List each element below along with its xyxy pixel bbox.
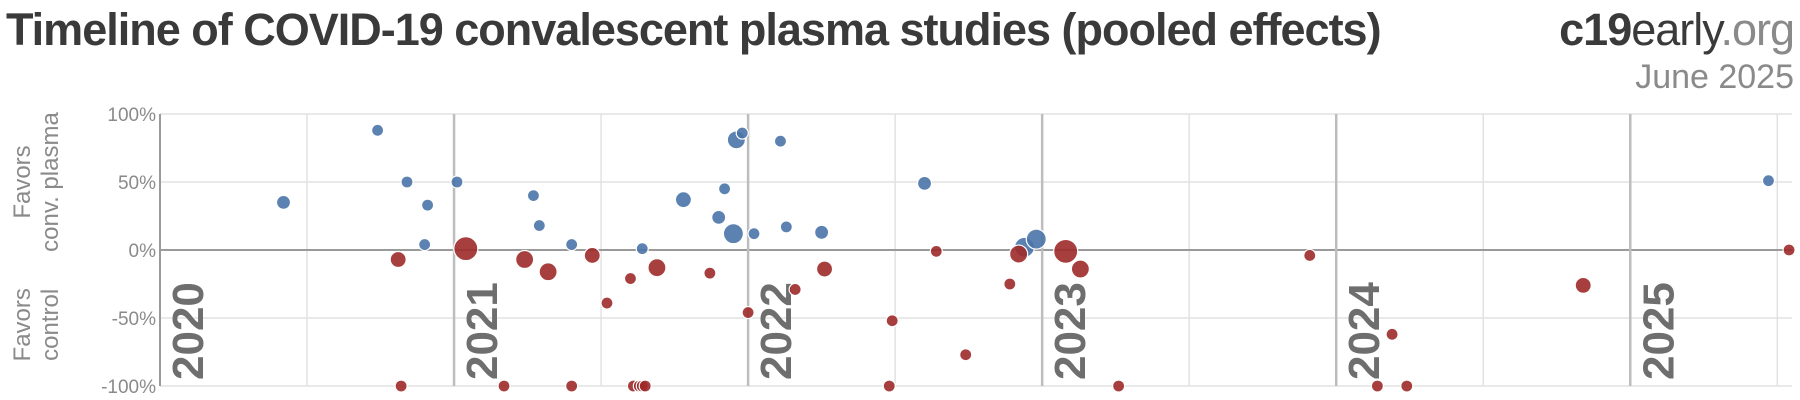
study-point [674,191,693,209]
favors-treatment-label-line: conv. plasma [37,112,64,252]
favors-treatment-label-line: Favors [9,145,36,218]
favors-treatment-label: Favorsconv. plasma [9,112,64,252]
study-point [450,175,464,189]
study-point [959,348,973,362]
study-point [1370,379,1384,393]
brand-bold: c19 [1559,4,1632,55]
year-label: 2025 [1634,282,1683,380]
study-point [400,175,414,189]
study-point [623,271,638,286]
study-point [916,175,933,191]
study-point [773,134,788,148]
study-point [515,249,535,270]
study-point [703,266,717,280]
publication-date: June 2025 [1635,58,1794,96]
brand-mid: early [1631,4,1721,55]
year-label: 2021 [458,282,507,380]
study-point [1070,259,1090,279]
study-point [453,236,479,262]
study-point [779,220,793,234]
study-point [1009,244,1029,264]
study-point [1574,276,1592,294]
study-point [497,379,511,393]
study-point [565,379,579,393]
study-point [583,246,601,265]
study-point [565,237,579,252]
year-label: 2023 [1046,282,1095,380]
brand-logo[interactable]: c19early.org [1559,4,1795,56]
study-point [788,282,802,297]
study-point [711,209,727,225]
y-tick-label: -100% [101,377,156,398]
study-point [1053,238,1079,264]
favors-control-label-line: Favors [9,288,36,361]
study-point [815,260,834,278]
study-point [275,194,292,210]
study-point [532,218,546,233]
study-point [735,126,749,140]
study-point [538,262,558,282]
study-point [929,244,943,258]
study-point [420,198,435,212]
year-label: 2024 [1340,282,1389,380]
study-point [647,258,667,278]
chart-title: Timeline of COVID-19 convalescent plasma… [6,4,1382,55]
study-point [635,242,649,256]
study-point [600,296,614,310]
y-tick-label: -50% [112,309,156,330]
study-point [1003,277,1017,291]
study-point [526,189,541,203]
favors-control-label: Favorscontrol [9,288,64,361]
study-point [371,123,385,137]
study-point [1385,327,1399,341]
study-point [717,182,732,196]
study-point [747,227,761,241]
study-point [741,305,755,320]
year-label: 2022 [752,282,801,380]
study-point [389,250,407,269]
study-point [1761,174,1776,188]
brand-tail: .org [1720,4,1795,55]
study-point [1025,228,1047,250]
study-point [638,379,652,393]
study-point [1400,379,1414,393]
study-point [814,224,830,240]
study-point [418,237,432,252]
y-tick-label: 100% [107,105,156,126]
year-label: 2020 [164,282,213,380]
y-tick-label: 50% [118,173,156,194]
study-point [1303,248,1317,263]
study-point [722,223,745,245]
study-point [1782,243,1796,257]
favors-control-label-line: control [37,289,64,361]
study-point [882,379,896,393]
y-tick-label: 0% [129,241,157,262]
study-point [394,379,408,393]
study-point [1112,379,1126,393]
study-point [885,314,899,328]
